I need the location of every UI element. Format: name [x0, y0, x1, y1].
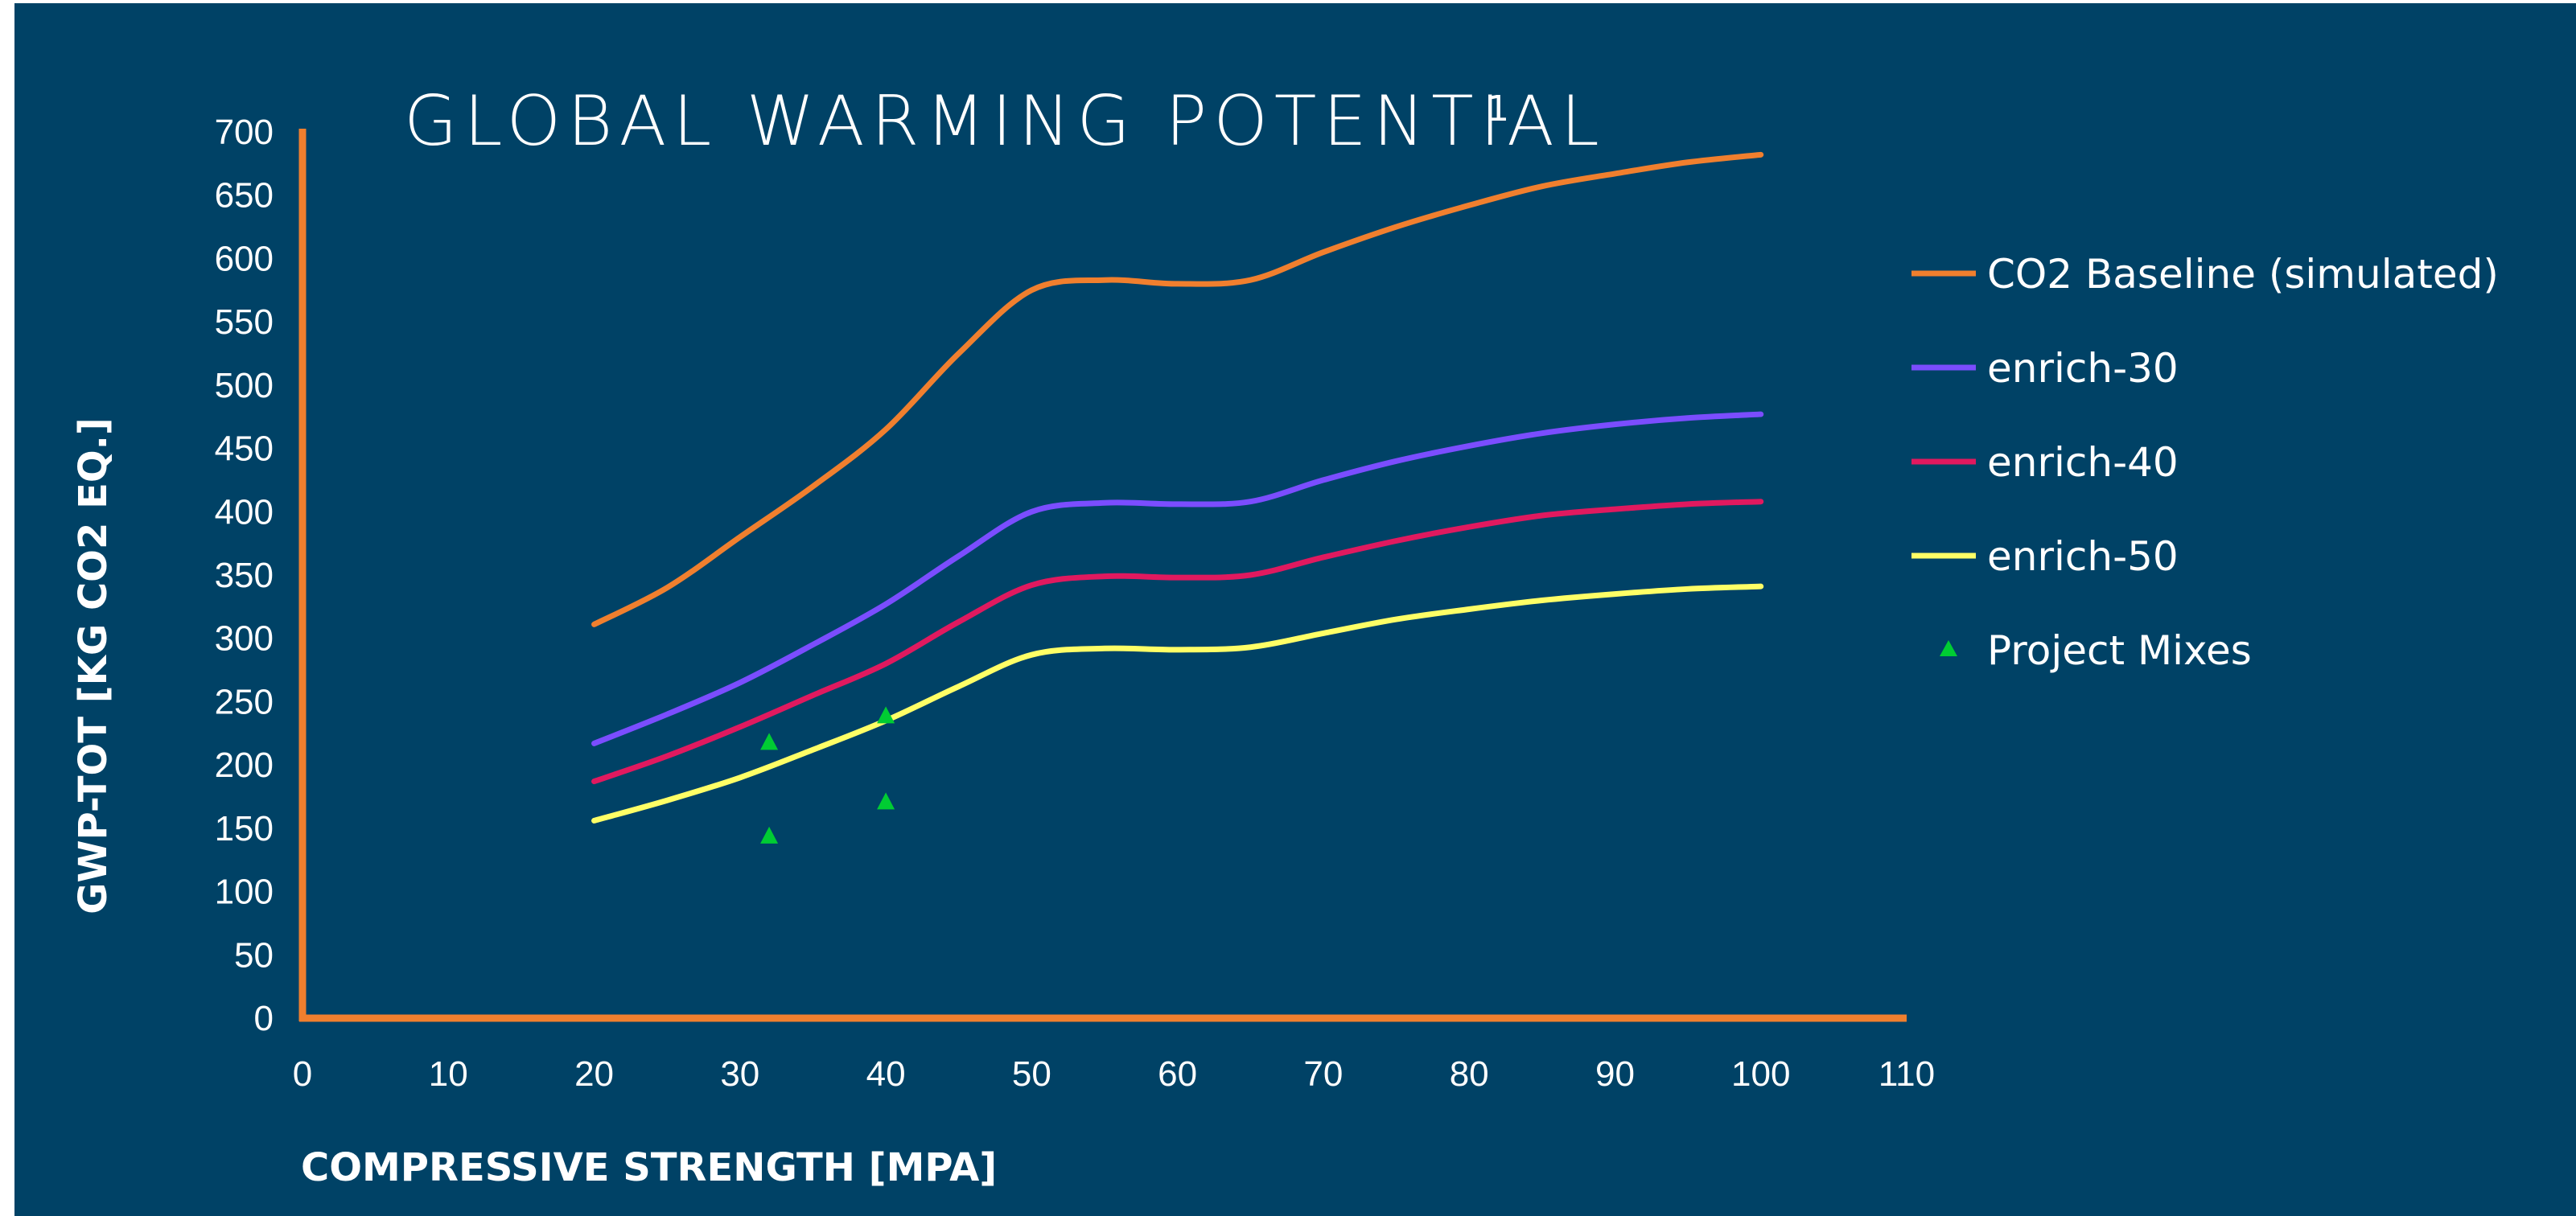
x-tick-label: 30	[720, 1054, 759, 1094]
gwp-chart: GLOBAL WARMING POTENTIAL 1 GWP-TOT [KG C…	[71, 81, 2499, 1190]
y-tick-label: 50	[234, 935, 274, 975]
y-tick-label: 100	[215, 873, 274, 912]
plot-area: 0501001502002503003504004505005506006507…	[215, 113, 1936, 1094]
x-tick-label: 80	[1450, 1054, 1489, 1094]
x-tick-label: 0	[293, 1054, 312, 1094]
x-tick-label: 60	[1158, 1054, 1197, 1094]
y-tick-label: 200	[215, 746, 274, 785]
x-tick-label: 40	[866, 1054, 906, 1094]
y-tick-label: 150	[215, 809, 274, 848]
y-tick-label: 300	[215, 619, 274, 659]
legend-label-enrich-30: enrich-30	[1987, 345, 2179, 392]
x-tick-label: 70	[1303, 1054, 1343, 1094]
legend: CO2 Baseline (simulated) enrich-30 enrich-…	[1911, 251, 2499, 674]
legend-marker-project-mixes	[1940, 640, 1957, 656]
x-tick-label: 10	[429, 1054, 468, 1094]
slide-background: GLOBAL WARMING POTENTIAL 1 GWP-TOT [KG C…	[14, 3, 2576, 1216]
legend-label-enrich-50: enrich-50	[1987, 533, 2179, 580]
project-mix-point	[877, 792, 895, 810]
y-tick-label: 600	[215, 239, 274, 278]
y-axis-title: GWP-TOT [KG CO2 EQ.]	[71, 417, 116, 914]
project-mix-point	[877, 706, 895, 724]
y-tick-label: 0	[254, 999, 274, 1038]
project-mix-point	[760, 733, 779, 750]
y-tick-label: 500	[215, 366, 274, 405]
x-axis-title: COMPRESSIVE STRENGTH [MPA]	[301, 1145, 997, 1190]
project-mix-point	[760, 826, 779, 844]
chart-title: GLOBAL WARMING POTENTIAL	[404, 81, 1606, 162]
series-line-enrich-50	[591, 583, 1764, 824]
y-tick-label: 650	[215, 176, 274, 216]
y-tick-label: 450	[215, 429, 274, 469]
x-tick-label: 50	[1012, 1054, 1051, 1094]
series-line-co2-baseline-simulated	[591, 151, 1764, 627]
legend-label-co2-baseline-simulated: CO2 Baseline (simulated)	[1987, 251, 2499, 298]
series-line-enrich-30	[591, 411, 1764, 746]
y-tick-label: 550	[215, 302, 274, 342]
y-tick-label: 250	[215, 682, 274, 721]
y-tick-label: 400	[215, 492, 274, 532]
y-tick-label: 700	[215, 113, 274, 152]
x-tick-label: 90	[1595, 1054, 1635, 1094]
legend-label-project-mixes: Project Mixes	[1987, 627, 2252, 674]
x-tick-label: 110	[1879, 1054, 1935, 1094]
x-tick-label: 20	[574, 1054, 614, 1094]
chart-title-superscript: 1	[1487, 88, 1509, 129]
legend-label-enrich-40: enrich-40	[1987, 439, 2179, 486]
y-tick-label: 350	[215, 556, 274, 595]
x-tick-label: 100	[1731, 1054, 1790, 1094]
series-line-enrich-40	[591, 499, 1764, 785]
